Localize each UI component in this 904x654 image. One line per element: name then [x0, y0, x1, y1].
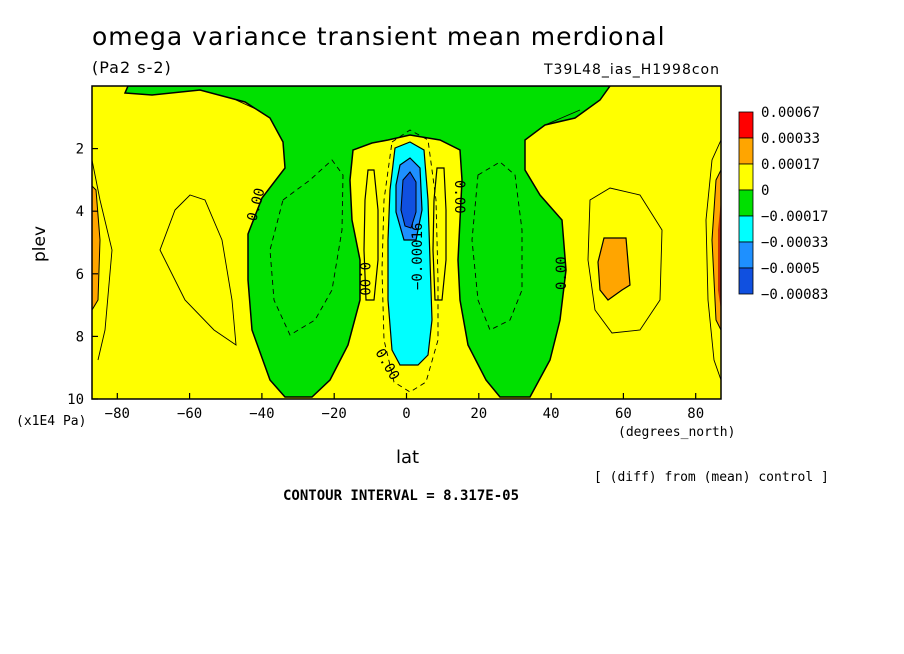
y-tick-label: 2: [76, 142, 84, 158]
legend-swatch: [738, 163, 754, 191]
legend-swatch: [738, 267, 754, 295]
chart-units: (Pa2 s-2): [92, 58, 172, 77]
legend-level-label: 0.00017: [761, 157, 820, 173]
x-axis-label: lat: [396, 447, 420, 468]
y-tick-label: 6: [76, 267, 84, 283]
run-label: T39L48_ias_H1998con: [543, 62, 720, 78]
dashed-contours: [269, 129, 523, 393]
legend-level-label: −0.00017: [761, 209, 828, 225]
legend-level-label: 0.00033: [761, 131, 820, 147]
contour-label-2: 0.00: [356, 262, 372, 296]
x-tick-label: 40: [543, 406, 560, 422]
footer-note: [ (diff) from (mean) control ]: [594, 470, 829, 485]
contour-interval: CONTOUR INTERVAL = 8.317E-05: [283, 488, 520, 504]
contour-label-4: −0.00016: [410, 223, 426, 290]
y-tick-label: 8: [76, 329, 84, 345]
legend-swatch: [738, 111, 754, 139]
negative-region-green: [123, 86, 611, 398]
contour-lines: [92, 99, 721, 381]
legend-level-label: −0.00033: [761, 235, 828, 251]
legend-swatch: [738, 137, 754, 165]
contour-label-5: 0.00: [451, 180, 467, 214]
legend-swatch: [738, 241, 754, 269]
orange-region-east: [597, 237, 631, 301]
yellow-stripe-right: [432, 167, 447, 301]
x-tick-label: 20: [470, 406, 487, 422]
legend-swatch: [738, 215, 754, 243]
contour-label-6: 0.00: [554, 256, 570, 290]
y-axis-units: (x1E4 Pa): [16, 414, 87, 429]
contour-fill: [92, 86, 721, 399]
y-tick-label: 4: [76, 204, 84, 220]
x-tick-label: 80: [687, 406, 704, 422]
x-axis-units: (degrees_north): [618, 425, 736, 440]
legend-level-label: −0.00083: [761, 287, 828, 303]
legend-level-label: −0.0005: [761, 261, 820, 277]
legend-level-label: 0: [761, 183, 769, 199]
x-tick-label: −80: [105, 406, 130, 422]
x-tick-label: 0: [402, 406, 410, 422]
dark-blue-region: [400, 171, 417, 229]
x-tick-label: 60: [615, 406, 632, 422]
x-tick-label: −40: [249, 406, 274, 422]
axes: −80 −60 −40 −20 0 20 40 60 80 2 4 6 8 10: [67, 142, 704, 422]
legend-level-label: 0.00067: [761, 105, 820, 121]
yellow-stripe-left: [363, 169, 379, 301]
orange-edge-west: [92, 185, 101, 311]
x-tick-label: −60: [177, 406, 202, 422]
chart-title: omega variance transient mean merdional: [92, 22, 666, 51]
color-legend: 0.00067 0.00033 0.00017 0 −0.00017 −0.00033 −0…: [738, 105, 828, 303]
legend-swatch: [738, 189, 754, 217]
y-tick-label: 10: [67, 392, 84, 408]
x-tick-label: −20: [322, 406, 347, 422]
